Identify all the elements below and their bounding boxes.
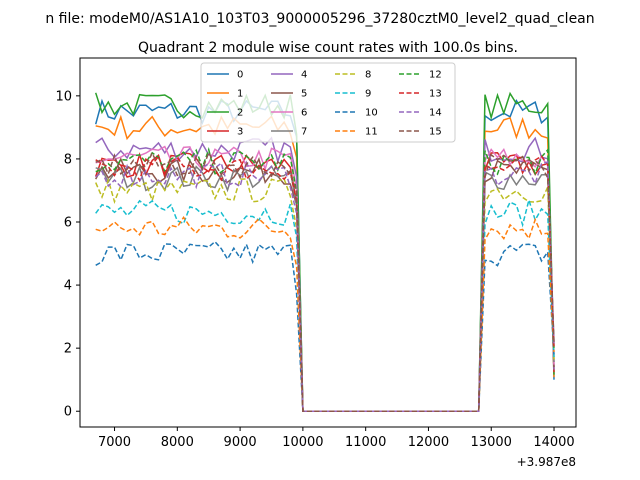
legend-label-15: 15 xyxy=(429,127,442,138)
legend-label-14: 14 xyxy=(429,108,442,119)
series-line-11 xyxy=(95,215,555,412)
y-tick-label: 4 xyxy=(64,279,72,294)
x-tick-label: 7000 xyxy=(98,435,131,450)
y-tick-label: 6 xyxy=(64,216,72,231)
legend-label-3: 3 xyxy=(237,127,243,138)
y-tick-label: 8 xyxy=(64,152,72,167)
legend-label-6: 6 xyxy=(301,108,307,119)
legend-label-1: 1 xyxy=(237,89,243,100)
legend-label-12: 12 xyxy=(429,70,442,81)
plot-frame xyxy=(79,57,577,428)
series-line-10 xyxy=(95,240,555,412)
legend-label-13: 13 xyxy=(429,89,442,100)
series-line-5 xyxy=(95,156,555,412)
series-line-9 xyxy=(95,197,555,412)
x-tick-label: 12000 xyxy=(408,435,449,450)
series-line-7 xyxy=(95,164,555,412)
ticks-layer: 7000 8000 9000 10000 11000 12000 13000 14000 0 2 4… xyxy=(55,89,574,450)
series-line-8 xyxy=(95,177,555,412)
legend-label-4: 4 xyxy=(301,70,307,81)
x-tick-label: 8000 xyxy=(161,435,194,450)
series-layer xyxy=(94,91,555,412)
legend-label-0: 0 xyxy=(237,70,243,81)
legend-label-9: 9 xyxy=(365,89,371,100)
x-tick-label: 14000 xyxy=(533,435,574,450)
y-tick-label: 10 xyxy=(55,89,72,104)
legend-label-7: 7 xyxy=(301,127,307,138)
x-offset-label: +3.987e8 xyxy=(517,455,576,469)
x-tick-label: 13000 xyxy=(471,435,512,450)
legend-label-10: 10 xyxy=(365,108,378,119)
legend-box xyxy=(200,62,456,143)
x-tick-label: 11000 xyxy=(345,435,386,450)
legend-label-11: 11 xyxy=(365,127,378,138)
figure-suptitle: n file: modeM0/AS1A10_103T03_9000005296_… xyxy=(45,11,594,27)
series-line-4 xyxy=(95,136,555,412)
y-tick-label: 2 xyxy=(64,342,72,357)
legend-label-8: 8 xyxy=(365,70,371,81)
series-line-12 xyxy=(95,147,555,412)
series-line-15 xyxy=(95,150,555,412)
series-line-14 xyxy=(95,160,555,412)
legend-label-5: 5 xyxy=(301,89,307,100)
x-tick-label: 9000 xyxy=(224,435,257,450)
legend-label-2: 2 xyxy=(237,108,243,119)
x-tick-label: 10000 xyxy=(282,435,323,450)
y-tick-label: 0 xyxy=(64,405,72,420)
chart-title: Quadrant 2 module wise count rates with … xyxy=(138,40,518,56)
